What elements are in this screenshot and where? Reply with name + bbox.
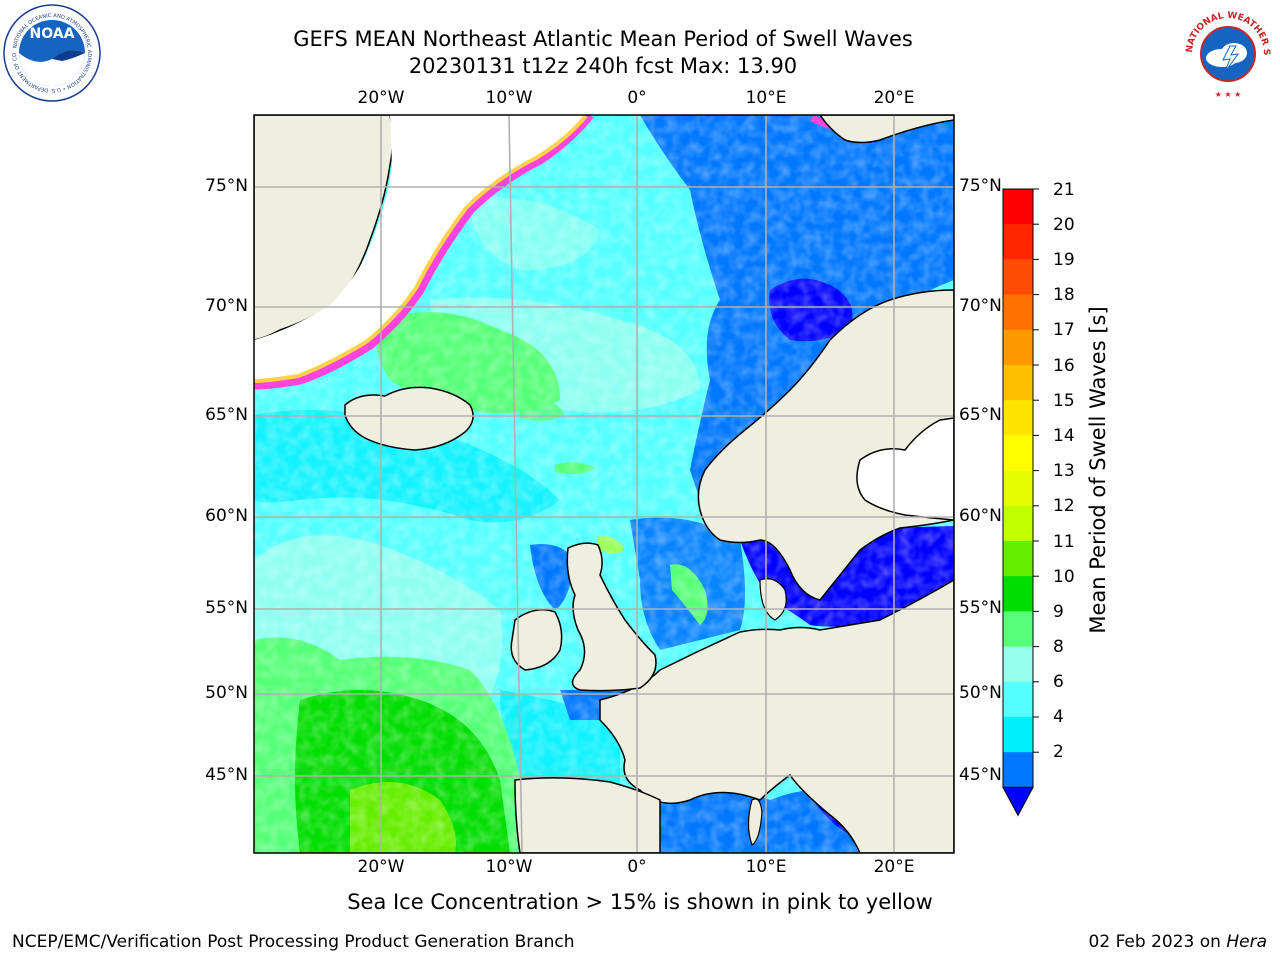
- lon-label-top: 0°: [627, 88, 647, 108]
- map-area: [254, 115, 954, 853]
- land-iceland: [344, 386, 474, 451]
- sea-ice-edge: [254, 115, 594, 390]
- chart-title: GEFS MEAN Northeast Atlantic Mean Period…: [293, 27, 913, 51]
- lat-label-left: 75°N: [205, 176, 248, 196]
- chart-subtitle: 20230131 t12z 240h fcst Max: 13.90: [408, 54, 798, 78]
- colorbar-tick-label: 21: [1053, 180, 1075, 200]
- colorbar-tick-label: 13: [1053, 461, 1075, 481]
- colorbar-tick-label: 10: [1053, 567, 1075, 587]
- lon-label-bottom: 20°E: [873, 857, 915, 877]
- land-corsica: [747, 798, 763, 846]
- lat-label-right: 60°N: [959, 506, 1002, 526]
- colorbar-segment: [1003, 646, 1033, 683]
- colorbar-segment: [1003, 365, 1033, 401]
- land-greenland: [254, 115, 394, 341]
- svg-text:NOAA: NOAA: [30, 26, 75, 42]
- colorbar-segment: [1003, 752, 1033, 788]
- colorbar-tick-label: 12: [1053, 496, 1075, 516]
- land-iberia: [514, 777, 661, 853]
- lat-label-right: 75°N: [959, 176, 1002, 196]
- lat-label-left: 50°N: [205, 683, 248, 703]
- noaa-logo: NOAA NATIONAL OCEANIC AND ATMOSPHERIC AD…: [0, 0, 102, 103]
- footer-credit: NCEP/EMC/Verification Post Processing Pr…: [12, 932, 575, 952]
- colorbar-segment: [1003, 189, 1033, 225]
- colorbar-tick-label: 11: [1053, 532, 1075, 552]
- land-bothnia-ice: [856, 417, 954, 521]
- lat-label-right: 70°N: [959, 296, 1002, 316]
- colorbar-segment: [1003, 435, 1033, 472]
- colorbar-tick-label: 20: [1053, 215, 1075, 235]
- colorbar-tick-label: 6: [1053, 672, 1064, 692]
- lat-label-left: 55°N: [205, 598, 248, 618]
- colorbar-segment: [1003, 329, 1033, 366]
- colorbar-tick-label: 16: [1053, 356, 1075, 376]
- colorbar-segment: [1003, 576, 1033, 612]
- land-scandinavia: [697, 289, 954, 601]
- footer-date: 02 Feb 2023 on Hera: [1088, 932, 1267, 952]
- sea-ice-edge-yellow: [254, 115, 588, 383]
- colorbar-segment: [1003, 611, 1033, 648]
- lat-label-right: 45°N: [959, 765, 1002, 785]
- lat-label-right: 65°N: [959, 405, 1002, 425]
- sea-ice-note: Sea Ice Concentration > 15% is shown in …: [347, 890, 933, 914]
- footer-host: Hera: [1226, 932, 1267, 952]
- colorbar: [1002, 188, 1039, 817]
- lon-label-bottom: 20°W: [357, 857, 405, 877]
- nws-logo: NATIONAL WEATHER SERVICE ★ ★ ★: [1175, 0, 1278, 102]
- lon-label-top: 10°E: [745, 88, 787, 108]
- colorbar-segment: [1003, 470, 1033, 507]
- colorbar-tick-label: 17: [1053, 320, 1075, 340]
- lon-label-bottom: 10°E: [745, 857, 787, 877]
- colorbar-segment: [1003, 505, 1033, 542]
- lon-label-top: 20°E: [873, 88, 915, 108]
- colorbar-tick-label: 8: [1053, 637, 1064, 657]
- colorbar-tick-label: 19: [1053, 250, 1075, 270]
- colorbar-extend-triangle: [1002, 786, 1034, 817]
- lon-label-bottom: 0°: [627, 857, 647, 877]
- colorbar-tick-label: 15: [1053, 391, 1075, 411]
- svg-text:★ ★ ★: ★ ★ ★: [1215, 90, 1242, 99]
- colorbar-tick-label: 4: [1053, 707, 1064, 727]
- land-ireland: [510, 609, 563, 671]
- colorbar-segment: [1003, 259, 1033, 296]
- lat-label-right: 50°N: [959, 683, 1002, 703]
- lat-label-left: 45°N: [205, 765, 248, 785]
- colorbar-segment: [1003, 224, 1033, 260]
- sea-ice-region: [254, 115, 590, 385]
- lat-label-left: 70°N: [205, 296, 248, 316]
- lat-label-left: 65°N: [205, 405, 248, 425]
- map-frame: [253, 114, 955, 854]
- grid-lines: [254, 115, 954, 853]
- colorbar-segment: [1003, 681, 1033, 718]
- land-great-britain: [566, 542, 657, 692]
- lat-label-left: 60°N: [205, 506, 248, 526]
- colorbar-tick-label: 9: [1053, 602, 1064, 622]
- colorbar-segment: [1003, 717, 1033, 753]
- lon-label-top: 20°W: [357, 88, 405, 108]
- colorbar-tick-label: 18: [1053, 285, 1075, 305]
- lat-label-right: 55°N: [959, 598, 1002, 618]
- colorbar-tick-label: 14: [1053, 426, 1075, 446]
- colorbar-segment: [1003, 400, 1033, 436]
- colorbar-segment: [1003, 541, 1033, 577]
- colorbar-frame: [1002, 188, 1034, 788]
- colorbar-tick-label: 2: [1053, 742, 1064, 762]
- lon-label-top: 10°W: [485, 88, 533, 108]
- colorbar-label: Mean Period of Swell Waves [s]: [1086, 306, 1110, 634]
- lon-label-bottom: 10°W: [485, 857, 533, 877]
- colorbar-segment: [1003, 294, 1033, 331]
- land-svalbard: [819, 115, 954, 144]
